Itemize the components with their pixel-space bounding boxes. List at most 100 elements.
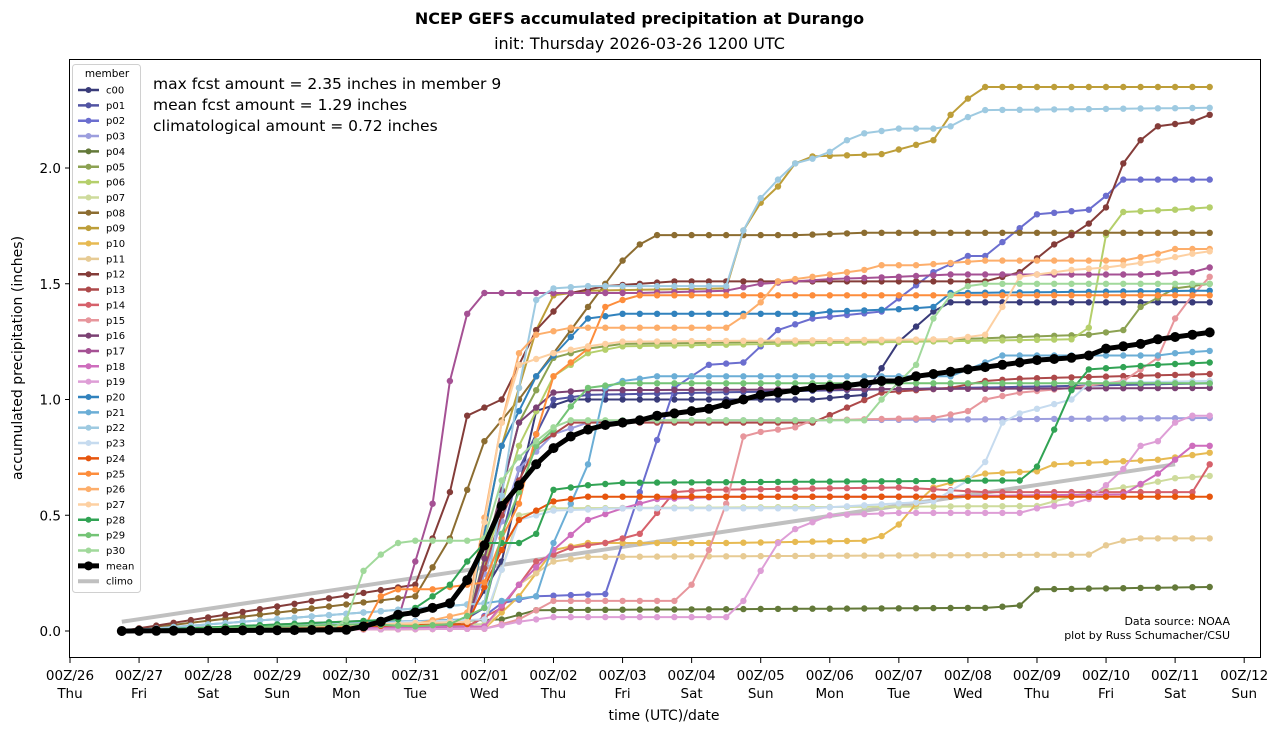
data-point-mean <box>358 621 369 632</box>
legend-item-p18: p18 <box>78 362 125 373</box>
x-tick-label-day: Wed <box>470 686 499 702</box>
data-point-p29 <box>1102 380 1110 387</box>
legend-marker-p12 <box>85 271 92 278</box>
data-point-p09 <box>1085 83 1093 91</box>
data-point-p30 <box>394 539 402 547</box>
data-point-p04 <box>1189 584 1196 591</box>
data-point-p29 <box>757 380 764 387</box>
data-point-p24 <box>1016 493 1023 500</box>
data-point-p17 <box>1102 271 1110 278</box>
data-point-p26 <box>1033 257 1041 264</box>
data-point-p26 <box>636 324 643 331</box>
series-line-p22 <box>121 106 1210 632</box>
data-point-p15 <box>1171 315 1179 322</box>
legend: member c00 p01 p02 p03 p04 p05 p06 p07 p08 p09 p10… <box>72 64 141 593</box>
data-point-p08 <box>412 593 419 600</box>
data-point-p30 <box>1051 280 1058 287</box>
data-point-p06 <box>982 337 989 344</box>
data-point-p09 <box>1120 83 1127 91</box>
data-point-p08 <box>895 229 902 236</box>
data-point-p17 <box>757 280 764 287</box>
data-point-p11 <box>964 552 972 559</box>
data-point-p14 <box>895 484 902 491</box>
data-point-p05 <box>1137 303 1144 311</box>
data-point-p19 <box>498 622 505 629</box>
data-point-p23 <box>1068 396 1075 403</box>
data-point-mean <box>1066 352 1077 363</box>
data-point-p30 <box>1068 280 1075 287</box>
data-point-p26 <box>1068 257 1075 264</box>
data-point-p12 <box>688 278 695 285</box>
data-point-p08 <box>1154 229 1162 236</box>
data-point-p26 <box>1137 253 1144 261</box>
data-point-p26 <box>550 328 557 335</box>
data-point-p04 <box>498 616 505 623</box>
data-point-p04 <box>567 606 574 614</box>
data-point-p19 <box>723 613 730 621</box>
x-tick-label-time: 00Z/03 <box>598 668 646 684</box>
data-point-p16 <box>705 386 713 393</box>
data-point-p15 <box>705 546 713 554</box>
data-point-p10 <box>1206 449 1213 456</box>
data-point-p28 <box>843 478 851 485</box>
legend-label-p26: p26 <box>106 485 125 496</box>
data-point-p20 <box>774 310 782 317</box>
data-point-p13 <box>1137 372 1144 379</box>
data-point-p24 <box>723 493 730 500</box>
data-point-p23 <box>705 505 713 512</box>
data-point-p21 <box>843 373 851 380</box>
data-point-p28 <box>1085 366 1093 373</box>
data-point-p09 <box>1016 83 1023 91</box>
data-point-p19 <box>464 625 471 632</box>
data-point-p11 <box>809 552 816 560</box>
data-point-p14 <box>843 484 851 492</box>
series-mean <box>116 327 1215 636</box>
data-point-p22 <box>256 617 264 624</box>
data-point-p29 <box>602 382 609 389</box>
data-point-p29 <box>446 620 454 628</box>
data-point-p26 <box>912 262 920 269</box>
data-point-p20 <box>533 373 540 380</box>
data-point-mean <box>617 417 628 428</box>
data-point-p12 <box>1085 220 1093 227</box>
data-point-p24 <box>533 507 540 514</box>
data-point-mean <box>703 403 714 414</box>
data-point-p30 <box>515 454 523 461</box>
data-point-p29 <box>412 623 419 630</box>
data-point-p28 <box>1016 477 1023 484</box>
data-point-p28 <box>757 478 764 486</box>
x-tick-label-day: Fri <box>131 686 147 702</box>
data-point-p27 <box>671 338 678 345</box>
data-point-p30 <box>1085 280 1093 287</box>
data-point-p26 <box>688 324 695 331</box>
data-point-p16 <box>567 388 574 395</box>
legend-item-p05: p05 <box>78 162 125 173</box>
data-point-p11 <box>740 553 747 560</box>
data-point-p22 <box>861 130 868 137</box>
data-point-p04 <box>515 611 523 618</box>
legend-item-p23: p23 <box>78 439 125 450</box>
data-point-p25 <box>1016 292 1023 299</box>
data-point-p25 <box>895 292 902 299</box>
data-point-p29 <box>723 380 730 387</box>
data-point-p11 <box>602 553 609 560</box>
data-point-p15 <box>912 415 920 422</box>
data-point-p09 <box>999 83 1006 91</box>
data-point-p22 <box>895 125 902 132</box>
data-point-p20 <box>671 310 678 317</box>
data-point-p10 <box>809 538 816 545</box>
data-point-p26 <box>947 259 954 267</box>
data-point-p28 <box>619 479 626 486</box>
data-point-p06 <box>999 337 1006 344</box>
legend-item-p28: p28 <box>78 515 125 526</box>
data-point-p22 <box>912 125 920 132</box>
data-point-p17 <box>1189 269 1196 276</box>
data-point-p24 <box>1051 493 1058 500</box>
data-point-p08 <box>757 231 764 239</box>
data-point-p04 <box>895 605 902 612</box>
data-point-p25 <box>1068 292 1075 299</box>
data-point-p08 <box>774 231 782 239</box>
data-point-p03 <box>515 465 523 473</box>
series-line-p28 <box>121 361 1210 632</box>
data-point-p01 <box>550 396 557 403</box>
